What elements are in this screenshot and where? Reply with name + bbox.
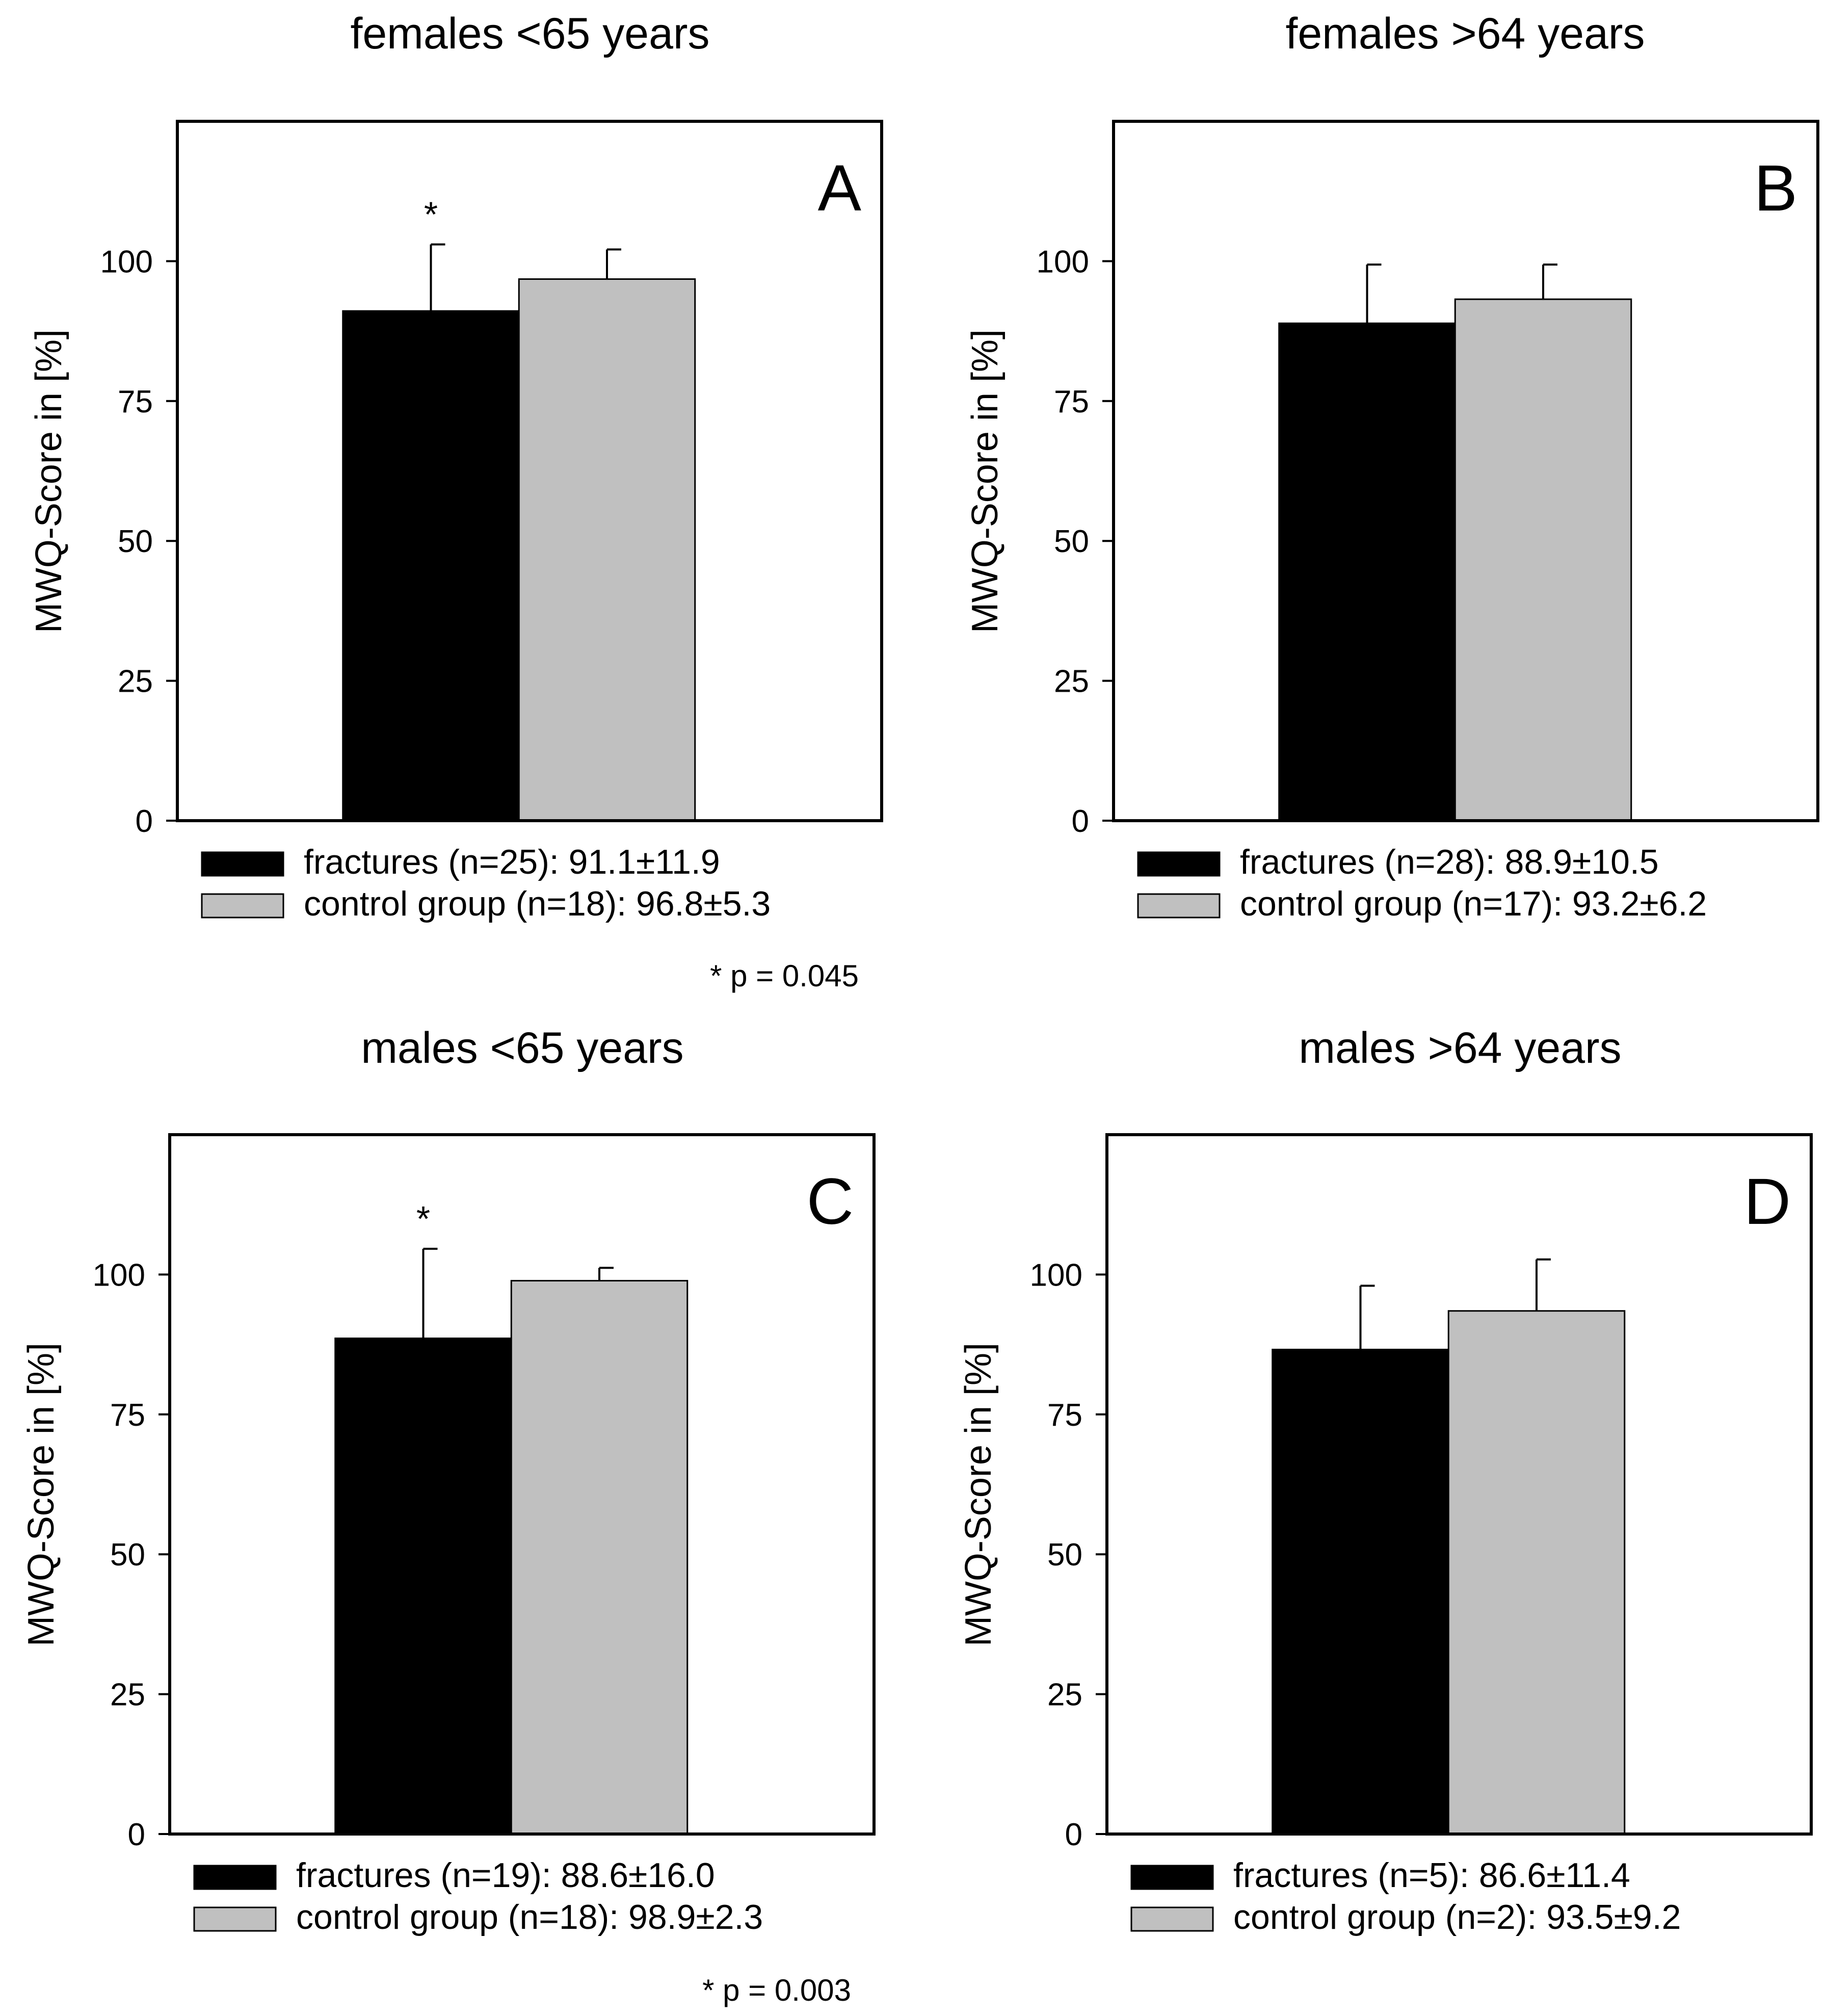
panel-c-bar-control	[510, 1279, 689, 1835]
panel-c-bar-fractures	[334, 1338, 512, 1835]
panel-c-title: males <65 years	[361, 1024, 683, 1072]
panel-c-ytick-label: 50	[110, 1537, 145, 1573]
panel-d-legend-swatch-fractures	[1130, 1865, 1214, 1890]
panel-a-ytick-label: 25	[118, 664, 153, 699]
panel-b-plot-frame	[1112, 120, 1819, 822]
panel-b-ytick-label: 0	[1072, 804, 1089, 839]
panel-b-title: females >64 years	[1285, 9, 1645, 58]
panel-d-legend-label-control: control group (n=2): 93.5±9.2	[1233, 1898, 1681, 1936]
panel-b-legend-swatch-control	[1137, 893, 1221, 919]
panel-d-bar-control	[1447, 1310, 1626, 1835]
panel-c-legend-label-control: control group (n=18): 98.9±2.3	[296, 1898, 763, 1936]
panel-b-panel-label: B	[1754, 152, 1797, 225]
panel-a-legend-label-control: control group (n=18): 96.8±5.3	[304, 884, 771, 923]
panel-d-ytick-label: 75	[1047, 1398, 1082, 1433]
panel-d-bar-fractures	[1272, 1348, 1449, 1835]
panel-b-legend-swatch-fractures	[1137, 851, 1221, 877]
panel-c-legend-label-fractures: fractures (n=19): 88.6±16.0	[296, 1856, 715, 1895]
panel-a-legend-swatch-fractures	[201, 851, 284, 877]
panel-c-panel-label: C	[807, 1165, 854, 1238]
panel-c-ytick-label: 0	[128, 1817, 145, 1852]
panel-b-ytick-label: 100	[1037, 244, 1089, 279]
panel-c-plot-frame	[168, 1133, 876, 1836]
panel-c-legend-swatch-fractures	[193, 1865, 277, 1890]
panel-a-panel-label: A	[818, 152, 862, 225]
panel-b-ytick-label: 75	[1054, 384, 1089, 420]
panel-a-significance-marker: *	[424, 194, 438, 234]
panel-d-ytick-label: 100	[1030, 1258, 1082, 1293]
panel-a-bar-fractures	[342, 310, 520, 822]
panel-a-bar-control	[518, 278, 696, 822]
panel-d-legend-label-fractures: fractures (n=5): 86.6±11.4	[1233, 1856, 1630, 1895]
panel-b-legend-label-fractures: fractures (n=28): 88.9±10.5	[1240, 843, 1659, 881]
panel-a-legend-swatch-control	[201, 893, 284, 919]
panel-c-significance-marker: *	[416, 1199, 430, 1239]
panel-a-title: females <65 years	[350, 9, 709, 58]
panel-b-bar-control	[1454, 298, 1632, 822]
panel-a-ytick-label: 100	[100, 244, 153, 279]
panel-a-p-value-note: * p = 0.045	[710, 959, 859, 993]
panel-d-ytick-label: 50	[1047, 1537, 1082, 1573]
panel-a-ytick-label: 75	[118, 384, 153, 420]
panel-b-ylabel: MWQ-Score in [%]	[965, 329, 1005, 633]
panel-c-legend-swatch-control	[193, 1906, 277, 1932]
panel-c-ytick-label: 25	[110, 1678, 145, 1713]
panel-b-ytick-label: 25	[1054, 664, 1089, 699]
panel-d-title: males >64 years	[1299, 1024, 1621, 1072]
panel-b-legend-label-control: control group (n=17): 93.2±6.2	[1240, 884, 1707, 923]
panel-d-ytick-label: 25	[1047, 1678, 1082, 1713]
panel-c-ytick-label: 75	[110, 1398, 145, 1433]
panel-c-ylabel: MWQ-Score in [%]	[21, 1343, 62, 1646]
panel-d-plot-frame	[1105, 1133, 1813, 1836]
panel-d-panel-label: D	[1744, 1165, 1791, 1238]
panel-d-ytick-label: 0	[1065, 1817, 1082, 1852]
panel-b-bar-fractures	[1278, 322, 1456, 822]
panel-a-legend-label-fractures: fractures (n=25): 91.1±11.9	[304, 843, 720, 881]
panel-d-ylabel: MWQ-Score in [%]	[958, 1343, 999, 1646]
panel-a-ytick-label: 50	[118, 524, 153, 559]
panel-a-plot-frame	[176, 120, 883, 822]
panel-b-ytick-label: 50	[1054, 524, 1089, 559]
panel-d-legend-swatch-control	[1130, 1906, 1214, 1932]
panel-a-ylabel: MWQ-Score in [%]	[29, 329, 69, 633]
panel-c-ytick-label: 100	[93, 1258, 145, 1293]
panel-c-p-value-note: * p = 0.003	[702, 1973, 851, 2007]
panel-a-ytick-label: 0	[136, 804, 153, 839]
